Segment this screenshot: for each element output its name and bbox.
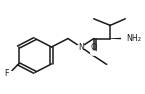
Circle shape xyxy=(91,51,97,55)
Text: NH₂: NH₂ xyxy=(126,34,141,43)
Circle shape xyxy=(77,45,84,49)
Circle shape xyxy=(122,36,129,41)
Text: O: O xyxy=(91,43,97,52)
Text: N: N xyxy=(78,42,84,52)
Circle shape xyxy=(6,71,13,76)
Text: F: F xyxy=(4,69,9,78)
Polygon shape xyxy=(110,38,125,39)
